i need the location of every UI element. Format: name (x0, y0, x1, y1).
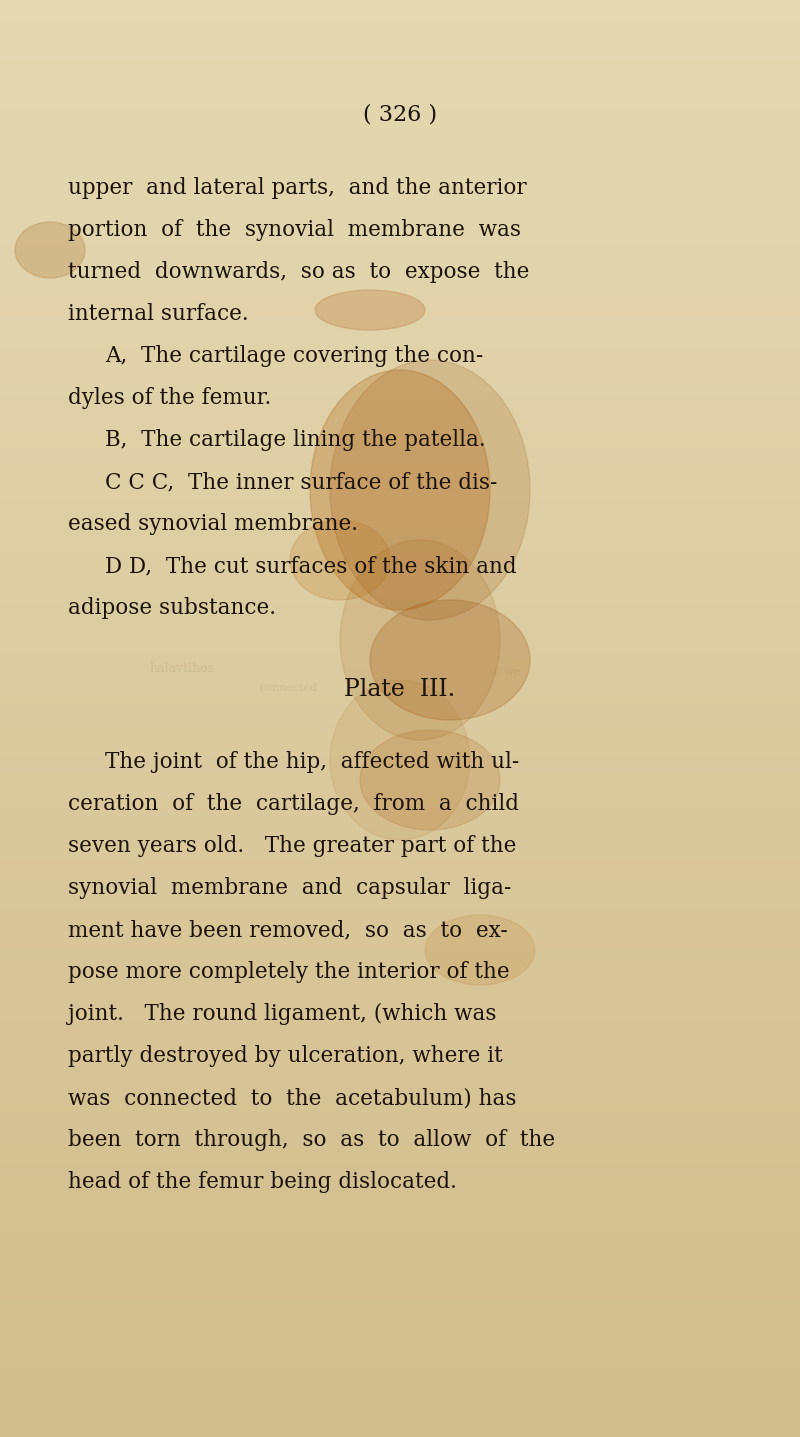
Text: upper  and lateral parts,  and the anterior: upper and lateral parts, and the anterio… (68, 177, 526, 198)
Ellipse shape (330, 361, 530, 619)
Ellipse shape (340, 540, 500, 740)
Text: synovial  membrane  and  capsular  liga-: synovial membrane and capsular liga- (68, 877, 511, 900)
Text: been  torn  through,  so  as  to  allow  of  the: been torn through, so as to allow of the (68, 1129, 555, 1151)
Text: of we: of we (490, 667, 520, 677)
Text: A,  The cartilage covering the con-: A, The cartilage covering the con- (105, 345, 483, 366)
Text: ment have been removed,  so  as  to  ex-: ment have been removed, so as to ex- (68, 920, 508, 941)
Text: turned  downwards,  so as  to  expose  the: turned downwards, so as to expose the (68, 262, 530, 283)
Ellipse shape (370, 601, 530, 720)
Text: connected: connected (260, 683, 318, 693)
Text: B,  The cartilage lining the patella.: B, The cartilage lining the patella. (105, 430, 486, 451)
Ellipse shape (290, 520, 390, 601)
Text: partly destroyed by ulceration, where it: partly destroyed by ulceration, where it (68, 1045, 502, 1068)
Text: C C C,  The inner surface of the dis-: C C C, The inner surface of the dis- (105, 471, 498, 493)
Text: D D,  The cut surfaces of the skin and: D D, The cut surfaces of the skin and (105, 555, 517, 578)
Ellipse shape (310, 369, 490, 609)
Ellipse shape (15, 221, 85, 277)
Text: eased synovial membrane.: eased synovial membrane. (68, 513, 358, 535)
Text: pose more completely the interior of the: pose more completely the interior of the (68, 961, 510, 983)
Text: internal surface.: internal surface. (68, 303, 249, 325)
Text: halavtlhos: halavtlhos (150, 661, 215, 674)
Text: ( 326 ): ( 326 ) (363, 103, 437, 126)
Text: head of the femur being dislocated.: head of the femur being dislocated. (68, 1171, 457, 1193)
Text: Plate  III.: Plate III. (344, 678, 456, 701)
Text: The joint  of the hip,  affected with ul-: The joint of the hip, affected with ul- (105, 752, 519, 773)
Text: dyles of the femur.: dyles of the femur. (68, 387, 271, 410)
Text: seven years old.   The greater part of the: seven years old. The greater part of the (68, 835, 516, 856)
Ellipse shape (315, 290, 425, 331)
Ellipse shape (360, 730, 500, 831)
Text: adipose substance.: adipose substance. (68, 596, 276, 619)
Ellipse shape (425, 915, 535, 984)
Text: ceration  of  the  cartilage,  from  a  child: ceration of the cartilage, from a child (68, 793, 519, 815)
Text: joint.   The round ligament, (which was: joint. The round ligament, (which was (68, 1003, 497, 1025)
Ellipse shape (330, 680, 470, 841)
Text: portion  of  the  synovial  membrane  was: portion of the synovial membrane was (68, 218, 521, 241)
Text: was  connected  to  the  acetabulum) has: was connected to the acetabulum) has (68, 1086, 517, 1109)
